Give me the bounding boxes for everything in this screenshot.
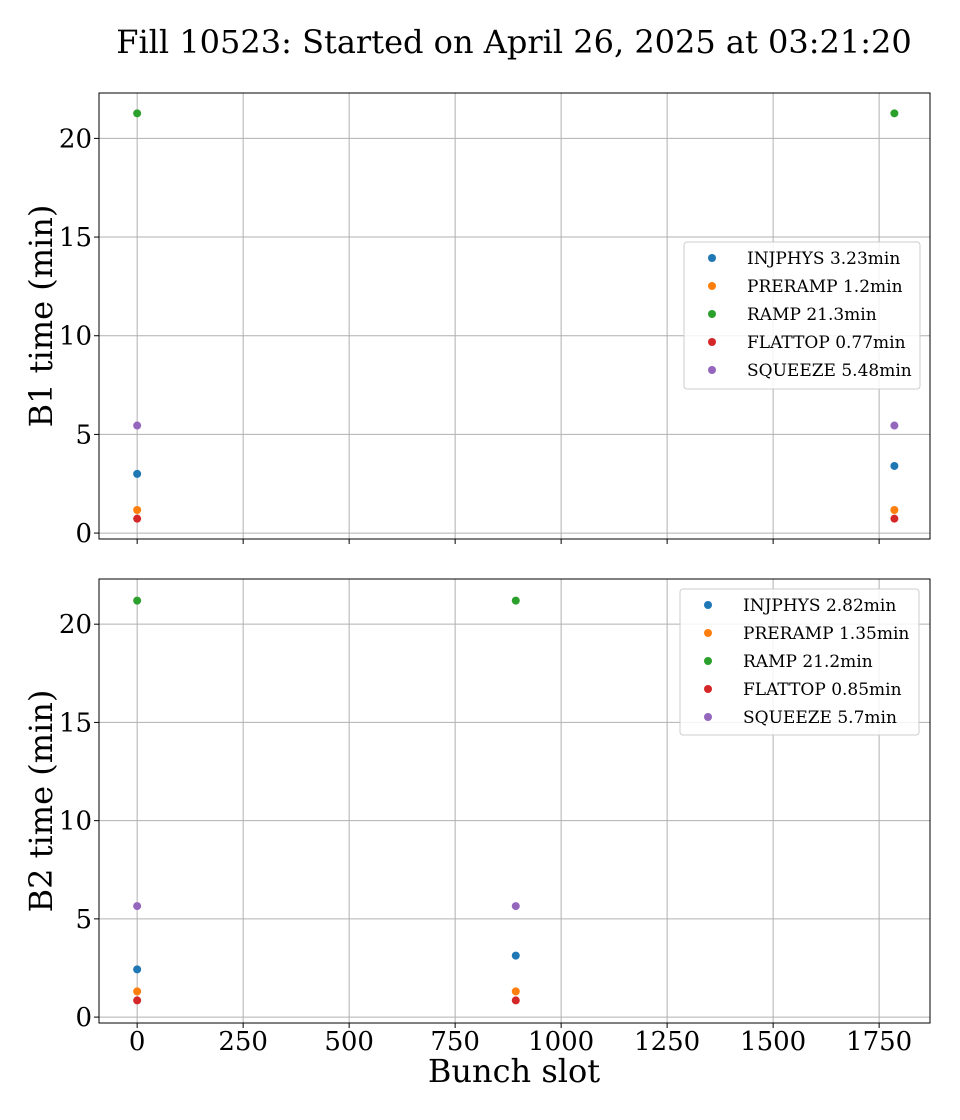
legend-label: INJPHYS 3.23min	[747, 249, 900, 269]
x-tick-label: 1250	[634, 1027, 700, 1057]
data-point-ramp	[890, 109, 899, 118]
x-tick-label: 0	[129, 1027, 146, 1057]
legend-label: FLATTOP 0.77min	[747, 333, 906, 353]
figure-title: Fill 10523: Started on April 26, 2025 at…	[116, 23, 912, 61]
y-tick-label: 15	[59, 708, 92, 738]
legend-label: PRERAMP 1.35min	[743, 624, 909, 644]
data-point-preramp	[133, 505, 142, 514]
data-point-flattop	[890, 514, 899, 523]
legend-marker	[704, 657, 712, 665]
legend-label: SQUEEZE 5.48min	[747, 361, 912, 381]
legend-label: FLATTOP 0.85min	[743, 680, 902, 700]
x-tick-label: 1750	[846, 1027, 912, 1057]
legend-marker	[708, 338, 716, 346]
legend-marker	[708, 366, 716, 374]
legend-label: INJPHYS 2.82min	[743, 596, 896, 616]
y-tick-label: 5	[75, 905, 92, 935]
chart-panel-1: 0 5 10 15 20 B1 time (min) INJPHYS 3.23min PRER…	[22, 92, 931, 549]
x-tick-label: 750	[430, 1027, 480, 1057]
plot-frame	[98, 578, 931, 1024]
y-tick-label: 0	[75, 519, 92, 549]
chart-panels: 0 5 10 15 20 B1 time (min) INJPHYS 3.23min PRER…	[22, 92, 931, 1057]
data-point-injphys	[511, 951, 520, 960]
data-point-squeeze	[133, 902, 142, 911]
y-tick-label: 20	[59, 610, 92, 640]
data-point-ramp	[133, 596, 142, 605]
y-tick-label: 10	[59, 322, 92, 352]
x-axis-label: Bunch slot	[428, 1052, 600, 1090]
data-point-squeeze	[511, 902, 520, 911]
legend-marker	[708, 254, 716, 262]
legend-marker	[704, 685, 712, 693]
y-axis-label: B2 time (min)	[22, 690, 60, 913]
x-tick-label: 250	[218, 1027, 268, 1057]
data-point-injphys	[133, 965, 142, 974]
legend-label: RAMP 21.2min	[743, 652, 873, 672]
data-point-preramp	[133, 987, 142, 996]
legend-marker	[704, 629, 712, 637]
legend-box	[679, 588, 920, 736]
y-tick-label: 5	[75, 420, 92, 450]
legend-box	[683, 241, 921, 390]
legend-label: RAMP 21.3min	[747, 305, 877, 325]
data-point-squeeze	[890, 421, 899, 430]
legend-marker	[708, 310, 716, 318]
y-tick-label: 20	[59, 124, 92, 154]
legend-label: SQUEEZE 5.7min	[743, 708, 897, 728]
data-point-flattop	[511, 996, 520, 1005]
legend-marker	[704, 601, 712, 609]
data-point-ramp	[511, 596, 520, 605]
legend: INJPHYS 2.82min PRERAMP 1.35min RAMP 21.2m…	[679, 588, 920, 736]
data-point-preramp	[890, 505, 899, 514]
data-point-injphys	[890, 461, 899, 470]
data-point-preramp	[511, 987, 520, 996]
data-point-flattop	[133, 514, 142, 523]
y-tick-label: 10	[59, 807, 92, 837]
y-tick-label: 15	[59, 223, 92, 253]
legend: INJPHYS 3.23min PRERAMP 1.2min RAMP 21.3mi…	[683, 241, 921, 390]
chart-panel-2: 0 250 500 750 1000 1250 1500 1750 0 5 10 15 20 B2 tim…	[22, 578, 931, 1057]
data-point-flattop	[133, 996, 142, 1005]
plot-frame	[98, 92, 931, 540]
y-axis-label: B1 time (min)	[22, 205, 60, 428]
x-tick-label: 500	[324, 1027, 374, 1057]
legend-marker	[704, 713, 712, 721]
data-point-injphys	[133, 469, 142, 478]
y-tick-label: 0	[75, 1003, 92, 1033]
x-tick-label: 1500	[740, 1027, 806, 1057]
data-point-squeeze	[133, 421, 142, 430]
legend-marker	[708, 282, 716, 290]
data-point-ramp	[133, 109, 142, 118]
x-tick-label: 1000	[528, 1027, 594, 1057]
legend-label: PRERAMP 1.2min	[747, 277, 903, 297]
